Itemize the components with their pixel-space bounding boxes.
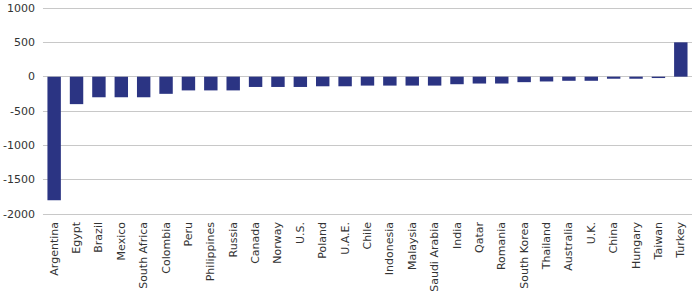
svg-text:Qatar: Qatar	[473, 222, 486, 253]
svg-text:-1000: -1000	[3, 139, 35, 152]
svg-text:1000: 1000	[7, 2, 35, 15]
svg-text:Peru: Peru	[182, 222, 195, 247]
svg-text:Mexico: Mexico	[115, 222, 128, 261]
svg-text:-1500: -1500	[3, 173, 35, 186]
svg-text:Canada: Canada	[249, 222, 262, 264]
svg-text:Australia: Australia	[562, 222, 575, 271]
svg-text:Argentina: Argentina	[48, 222, 61, 276]
svg-text:Taiwan: Taiwan	[652, 222, 665, 260]
svg-text:Indonesia: Indonesia	[383, 222, 396, 275]
svg-text:U.S.: U.S.	[294, 222, 307, 244]
svg-text:Malaysia: Malaysia	[406, 222, 419, 270]
svg-text:Poland: Poland	[316, 222, 329, 259]
svg-text:Saudi Arabia: Saudi Arabia	[428, 222, 441, 292]
svg-text:Norway: Norway	[271, 222, 284, 264]
svg-text:Colombia: Colombia	[160, 222, 173, 274]
svg-text:U.A.E.: U.A.E.	[339, 222, 352, 255]
svg-text:U.K.: U.K.	[585, 222, 598, 244]
svg-text:Romania: Romania	[495, 222, 508, 270]
svg-text:Hungary: Hungary	[630, 222, 643, 269]
svg-text:Philippines: Philippines	[204, 222, 217, 282]
svg-text:-500: -500	[10, 105, 35, 118]
svg-text:Russia: Russia	[227, 222, 240, 257]
svg-text:South Africa: South Africa	[137, 222, 150, 289]
svg-text:-2000: -2000	[3, 208, 35, 221]
svg-text:Thailand: Thailand	[540, 222, 553, 270]
svg-text:500: 500	[14, 36, 35, 49]
svg-text:0: 0	[28, 70, 35, 83]
svg-text:Egypt: Egypt	[70, 221, 83, 253]
svg-text:Turkey: Turkey	[674, 222, 687, 259]
svg-text:Chile: Chile	[361, 222, 374, 250]
svg-text:China: China	[607, 222, 620, 253]
svg-text:India: India	[451, 222, 464, 249]
svg-text:South Korea: South Korea	[518, 222, 531, 289]
svg-text:Brazil: Brazil	[92, 222, 105, 253]
